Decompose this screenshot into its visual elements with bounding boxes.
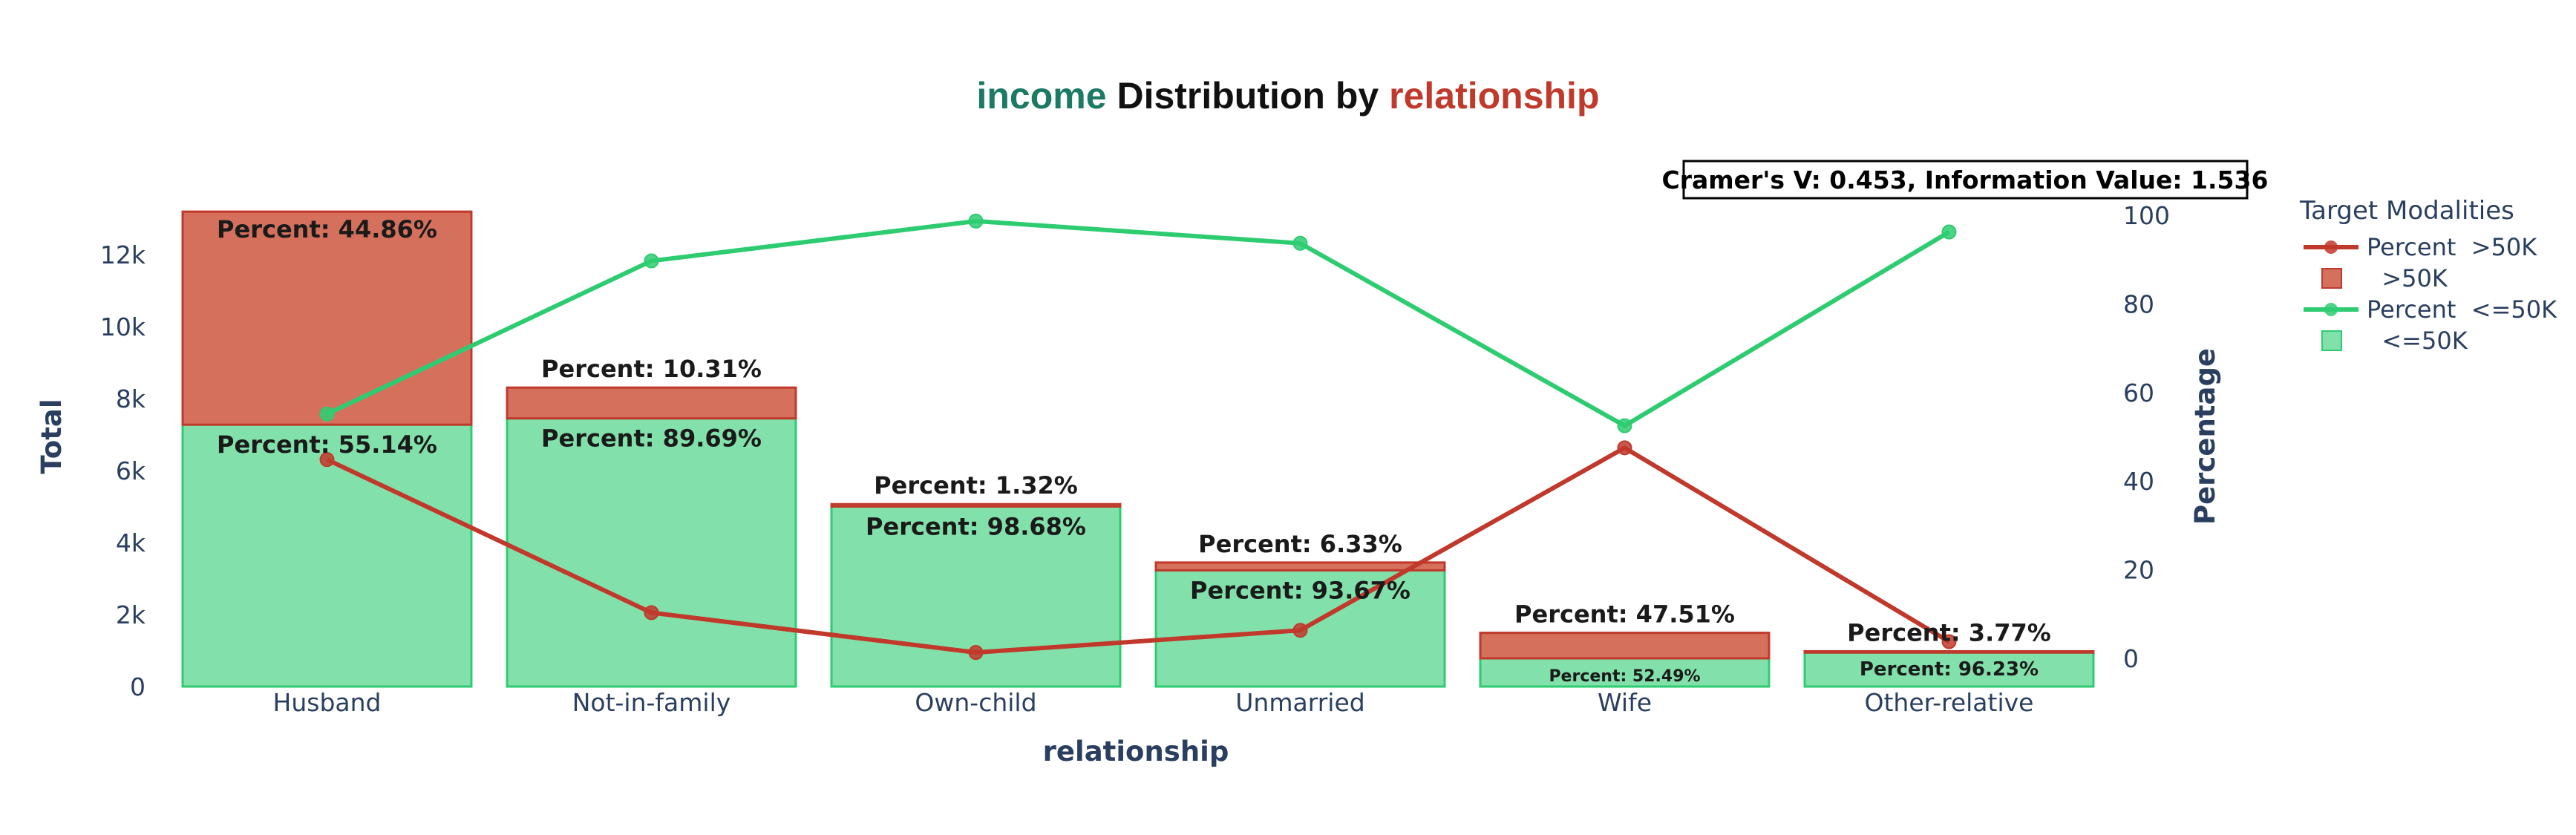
bar-label-gt50k: Percent: 1.32% [874,471,1078,500]
title-middle-part: Distribution by [1107,75,1390,117]
x-tick: Own-child [915,688,1036,717]
bar-label-gt50k: Percent: 6.33% [1198,530,1402,558]
bar-le50k-not-in-family [506,417,797,688]
legend-swatch-box [2321,268,2342,289]
y-tick-left: 8k [116,384,146,413]
legend-entry-label[interactable]: <=50K [2367,327,2468,355]
y-tick-right: 80 [2123,289,2154,318]
point-percent-gt50k [644,605,659,620]
x-tick: Husband [273,688,382,717]
line-percent-le50k [326,218,1951,429]
bar-label-gt50k: Percent: 47.51% [1514,600,1735,629]
point-percent-gt50k [1292,623,1308,638]
legend-swatch-marker [2324,303,2338,316]
point-percent-le50k [1617,418,1632,433]
y-tick-right: 60 [2123,379,2154,407]
annotation-box [1682,160,2249,200]
bar-label-le50k: Percent: 52.49% [1549,667,1700,686]
y-tick-left: 12k [100,240,146,269]
legend-swatch-marker [2324,240,2338,254]
y-tick-right: 40 [2123,467,2154,496]
y-tick-left: 6k [116,456,146,485]
y-tick-left: 10k [100,312,146,341]
y-tick-right: 20 [2123,556,2154,585]
point-percent-le50k [968,213,984,229]
bar-gt50k-not-in-family [506,386,797,420]
bar-label-le50k: Percent: 89.69% [541,425,762,453]
legend-entry-label[interactable]: >50K [2367,264,2448,292]
point-percent-gt50k [1941,634,1957,649]
bar-label-le50k: Percent: 96.23% [1860,658,2039,681]
point-percent-le50k [319,406,335,422]
y-tick-right: 0 [2123,644,2139,673]
bar-gt50k-husband [181,210,473,426]
legend-title: Target Modalities [2299,196,2514,226]
point-percent-gt50k [968,645,984,661]
annotation-text: Cramer's V: 0.453, Information Value: 1.… [1662,166,2269,194]
bar-label-le50k: Percent: 98.68% [866,512,1086,540]
x-tick: Other-relative [1865,688,2034,717]
y-tick-left: 2k [116,600,146,629]
bar-gt50k-unmarried [1154,561,1446,572]
x-tick: Unmarried [1235,688,1364,717]
point-percent-gt50k [1617,440,1632,456]
left-y-axis: 0 2k 4k 6k 8k 10k 12k [100,240,146,701]
chart-title: income Distribution by relationship [977,75,1600,117]
legend-swatch-box [2321,330,2342,351]
y-tick-left: 4k [116,528,146,557]
title-feature-part: relationship [1389,75,1599,117]
bar-gt50k-own-child [830,502,1122,508]
y-axis-title-right: Percentage [2189,348,2221,525]
y-tick-right: 100 [2123,201,2170,230]
bar-le50k-husband [181,423,473,688]
legend-entry-label[interactable]: Percent >50K [2367,233,2537,261]
legend-entry-label[interactable]: Percent <=50K [2367,295,2557,324]
bar-label-gt50k: Percent: 10.31% [541,355,762,383]
bar-gt50k-other-relative [1803,649,2095,654]
bar-labels-layer: Percent: 55.14% Percent: 44.86% Percent: 8… [217,215,2051,686]
cramers-v-annotation: Cramer's V: 0.453, Information Value: 1.… [1662,160,2269,200]
bar-gt50k-wife [1479,632,1771,660]
right-y-axis: 0 20 40 60 80 100 [2123,201,2170,673]
point-percent-le50k [1292,235,1308,251]
point-percent-le50k [1941,224,1957,240]
line-percent-gt50k [326,445,1951,655]
lines-layer [319,213,1957,661]
x-axis-title: relationship [1043,736,1229,767]
point-percent-gt50k [319,452,335,468]
bars-layer [181,210,2095,688]
y-tick-left: 0 [130,672,146,701]
point-percent-le50k [644,253,659,269]
x-tick: Wife [1598,688,1652,717]
title-target-part: income [977,75,1107,117]
bar-label-le50k: Percent: 93.67% [1190,576,1410,604]
bar-label-gt50k: Percent: 3.77% [1847,618,2051,646]
x-axis: Husband Not-in-family Own-child Unmarried Wi… [273,688,2034,717]
y-axis-title-left: Total [36,399,68,474]
bar-le50k-other-relative [1803,651,2095,688]
x-tick: Not-in-family [572,688,731,717]
legend: Target Modalities Percent >50K >50K Perce… [2299,196,2557,355]
bar-label-le50k: Percent: 55.14% [217,430,437,459]
bar-label-gt50k: Percent: 44.86% [217,215,437,243]
